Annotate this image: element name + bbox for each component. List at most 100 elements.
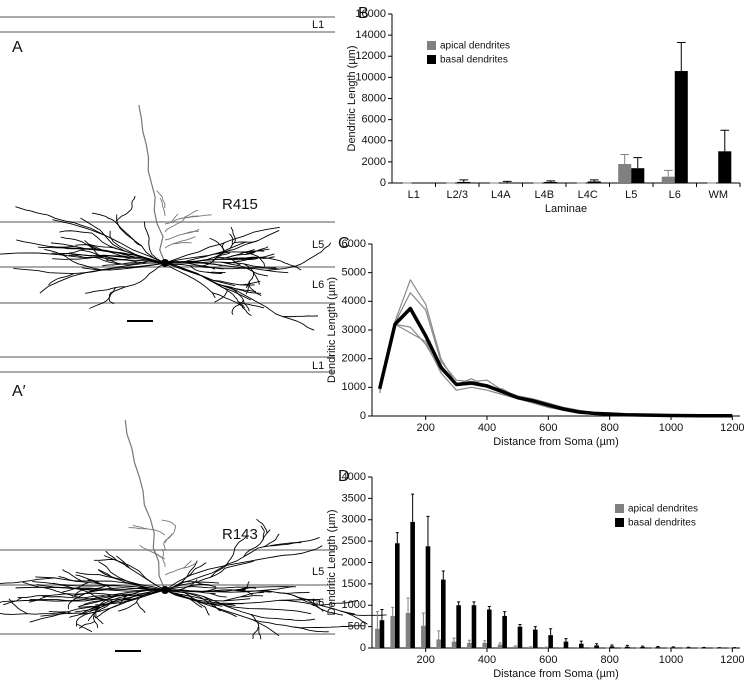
neuron-branch [252,272,260,285]
neuron-branch [78,621,95,629]
neuron-branch [139,544,166,560]
bar [451,641,457,648]
neuron-branch [116,214,166,264]
line [379,323,733,417]
y-axis-label: Dendritic Length (µm) [326,277,338,383]
neuron-branch [228,286,262,294]
neuron-branch [3,597,23,606]
bar [436,639,441,648]
neuron-branch [97,602,111,612]
error-bar [549,628,553,636]
neuron-branch [228,257,241,266]
bar [544,181,558,183]
error-bar [720,129,730,152]
neuron-branch [93,559,117,561]
panel-letter: B [358,5,369,22]
y-tick-label: 500 [348,621,366,633]
error-bar [518,623,522,627]
error-bar [487,606,491,610]
x-tick-label: 600 [539,422,557,434]
neuron-branch [77,594,122,608]
error-bar [452,637,456,642]
neuron-branch [181,581,220,584]
neuron-branch [93,614,104,625]
neuron-branch [97,569,114,579]
neuron-branch [164,262,216,299]
x-axis-label: Laminae [545,203,587,215]
neuron-branch [97,257,155,265]
neuron-branch [98,561,166,591]
x-tick-label: 1200 [720,654,744,666]
bar [548,635,553,648]
error-bar [391,606,395,616]
bar [609,646,615,648]
neuron-branch [266,306,315,331]
x-tick-label: L5 [625,189,637,201]
apical-dendrite [124,419,166,591]
neuron-branch [259,616,316,621]
y-tick-label: 2000 [362,156,386,168]
y-tick-label: 1500 [342,578,366,590]
error-bar [503,611,507,616]
y-tick-label: 5000 [342,267,366,279]
bar [375,628,380,648]
line [379,292,733,417]
neuron-branch [52,219,166,264]
y-tick-label: 0 [380,177,386,189]
layer-label: L1 [312,19,324,31]
error-bar [380,609,384,621]
error-bar [375,611,379,629]
neuron-branch [310,603,344,616]
neuron-branch [164,236,196,249]
legend-label: apical dendrites [628,504,698,515]
legend-label: basal dendrites [440,55,508,66]
bar [517,626,523,648]
neuron-branch [198,256,219,267]
neuron-branch [203,596,237,618]
bar [395,543,400,648]
error-bar [502,180,512,183]
neuron-branch [209,592,227,598]
error-bar [421,612,425,626]
neuron-branch [75,574,102,585]
neuron-branch [164,589,260,618]
neuron-branch [252,626,260,640]
neuron-branch [245,246,269,255]
neuron-branch [76,623,93,633]
neuron-branch [229,226,236,249]
neuron-branch [102,261,139,267]
error-bar [533,626,537,630]
bar [421,625,426,648]
neuron-branch [240,280,261,286]
neuron-branch [159,197,166,217]
bar [456,605,461,648]
neuron-branch [204,606,210,616]
bar [457,181,471,183]
legend-label: basal dendrites [628,518,696,529]
neuron-branch [184,209,199,218]
neuron-branch [103,555,166,591]
bar [661,176,675,183]
y-tick-label: 0 [360,410,366,422]
y-tick-label: 8000 [362,92,386,104]
neuron-branch [256,518,268,534]
x-tick-label: 800 [600,422,618,434]
layer-label: L6 [312,279,324,291]
neuron-branch [36,584,166,592]
neuron-branch [212,292,246,309]
neuron-branch [263,533,280,548]
neuron-branch [315,242,331,256]
neuron-branch [98,574,141,586]
neuron-branch [241,305,252,316]
neuron-branch [92,608,100,629]
bar [502,615,507,648]
x-tick-label: 400 [478,422,496,434]
bar [655,647,661,648]
y-tick-label: 2000 [342,556,366,568]
error-bar [395,532,399,544]
error-bar [656,646,660,648]
neuron-branch [156,190,166,209]
neuron-branch [247,284,262,297]
neuron-branch [44,249,102,271]
